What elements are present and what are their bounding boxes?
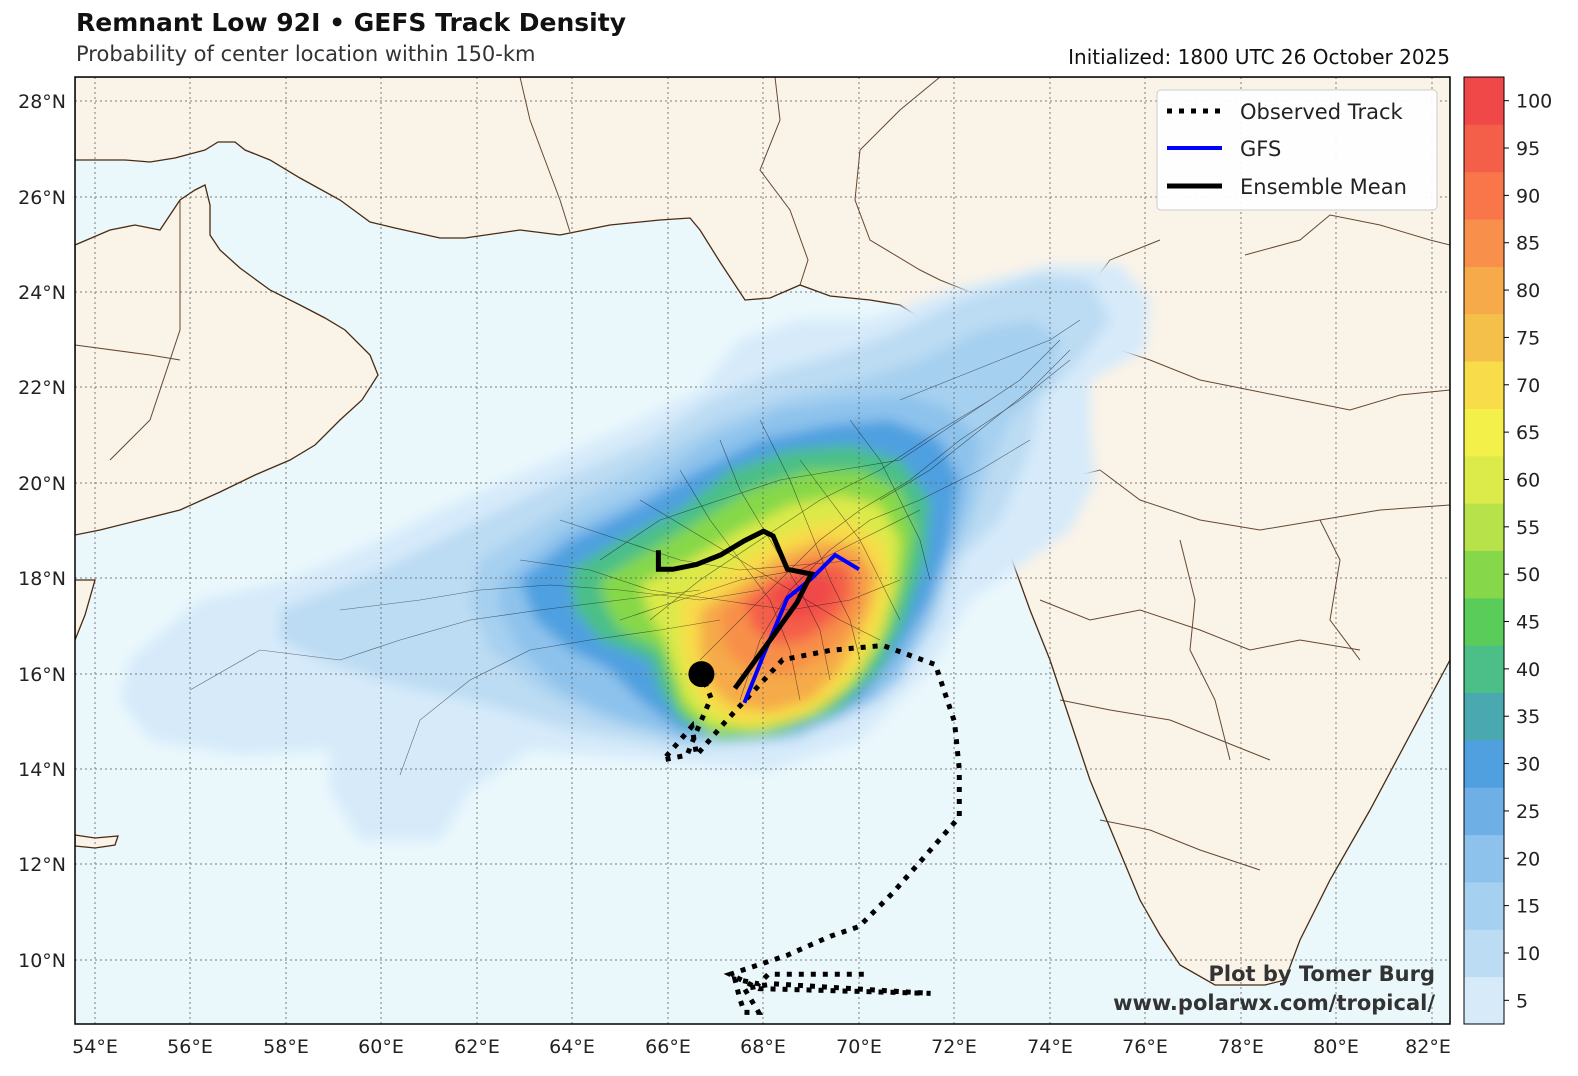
colorbar-segment — [1464, 408, 1504, 457]
observed-track-line — [656, 642, 962, 1015]
lat-tick: 26°N — [18, 187, 66, 209]
initialized-label: Initialized: 1800 UTC 26 October 2025 — [1068, 45, 1450, 69]
lat-tick-labels: 10°N 12°N 14°N 16°N 18°N 20°N 22°N 24°N … — [18, 91, 66, 972]
colorbar-tick-label: 15 — [1516, 896, 1540, 918]
lat-tick: 16°N — [18, 664, 66, 686]
land-africa-horn — [75, 579, 96, 641]
lon-tick: 74°E — [1027, 1036, 1073, 1058]
lon-tick: 64°E — [549, 1036, 595, 1058]
lat-tick: 28°N — [18, 91, 66, 113]
credit-url: www.polarwx.com/tropical/ — [1113, 991, 1435, 1015]
lon-tick: 54°E — [72, 1036, 118, 1058]
colorbar-segment — [1464, 692, 1504, 741]
lon-tick: 56°E — [167, 1036, 213, 1058]
colorbar-segment — [1464, 361, 1504, 409]
genesis-point-marker — [688, 661, 715, 688]
colorbar-tick-label: 95 — [1516, 138, 1540, 160]
lat-tick: 14°N — [18, 759, 66, 781]
lon-tick: 78°E — [1218, 1036, 1264, 1058]
lat-tick: 22°N — [18, 377, 66, 399]
lon-tick: 58°E — [263, 1036, 309, 1058]
legend-observed-label: Observed Track — [1240, 100, 1403, 124]
colorbar-segment — [1464, 787, 1504, 836]
colorbar-tick-label: 100 — [1516, 91, 1552, 113]
colorbar-tick-label: 60 — [1516, 469, 1540, 491]
lat-tick: 20°N — [18, 473, 66, 495]
gfs-track-line — [742, 552, 861, 704]
colorbar-segment — [1464, 313, 1504, 362]
lon-tick: 80°E — [1313, 1036, 1359, 1058]
colorbar-segment — [1464, 77, 1504, 125]
colorbar-segment — [1464, 645, 1504, 694]
colorbar-tick-label: 35 — [1516, 706, 1540, 728]
lon-tick-labels: 54°E 56°E 58°E 60°E 62°E 64°E 66°E 68°E … — [72, 1036, 1451, 1058]
lon-tick: 72°E — [931, 1036, 977, 1058]
colorbar-segment — [1464, 929, 1504, 978]
colorbar-tick-label: 10 — [1516, 943, 1540, 965]
chart-subtitle: Probability of center location within 15… — [76, 42, 536, 66]
colorbar-tick-label: 65 — [1516, 422, 1540, 444]
colorbar-tick-label: 40 — [1516, 659, 1540, 681]
colorbar-segment — [1464, 976, 1504, 1025]
lon-tick: 70°E — [836, 1036, 882, 1058]
colorbar-segment — [1464, 881, 1504, 930]
credit-author: Plot by Tomer Burg — [1209, 962, 1436, 986]
colorbar-segment — [1464, 503, 1504, 551]
colorbar-tick-label: 45 — [1516, 612, 1540, 634]
colorbar-tick-label: 90 — [1516, 185, 1540, 207]
legend-mean-label: Ensemble Mean — [1240, 175, 1407, 199]
colorbar-segment — [1464, 550, 1504, 599]
colorbar-segment — [1464, 171, 1504, 220]
lat-tick: 12°N — [18, 854, 66, 876]
lon-tick: 66°E — [645, 1036, 691, 1058]
colorbar-segment — [1464, 455, 1504, 504]
map-area — [75, 77, 1450, 1024]
colorbar-segment — [1464, 597, 1504, 646]
chart-title: Remnant Low 92I • GEFS Track Density — [76, 8, 626, 37]
lat-tick: 10°N — [18, 950, 66, 972]
lon-tick: 68°E — [740, 1036, 786, 1058]
colorbar-segment — [1464, 124, 1504, 173]
colorbar-tick-label: 55 — [1516, 517, 1540, 539]
colorbar-segment — [1464, 834, 1504, 883]
colorbar-tick-label: 70 — [1516, 375, 1540, 397]
colorbar-tick-label: 75 — [1516, 327, 1540, 349]
colorbar-tick-label: 50 — [1516, 564, 1540, 586]
lon-tick: 60°E — [358, 1036, 404, 1058]
colorbar-tick-label: 85 — [1516, 233, 1540, 255]
colorbar-tick-label: 5 — [1516, 990, 1528, 1012]
colorbar-frame — [1463, 76, 1505, 1025]
colorbar: 5 10 15 20 25 30 35 40 45 50 55 60 65 70 75 80 85 90 95 100 — [1463, 76, 1552, 1025]
legend-box — [1156, 89, 1438, 211]
colorbar-tick-label: 20 — [1516, 848, 1540, 870]
lon-tick: 62°E — [454, 1036, 500, 1058]
lon-tick: 82°E — [1405, 1036, 1451, 1058]
colorbar-segment — [1464, 739, 1504, 788]
colorbar-tick-label: 25 — [1516, 801, 1540, 823]
colorbar-tick-label: 30 — [1516, 754, 1540, 776]
map-frame — [74, 76, 1451, 1025]
colorbar-segment — [1464, 266, 1504, 315]
legend: Observed Track GFS Ensemble Mean — [1156, 89, 1438, 211]
lat-tick: 18°N — [18, 568, 66, 590]
ensemble-mean-track-line — [655, 528, 816, 690]
lat-tick: 24°N — [18, 282, 66, 304]
colorbar-tick-label: 80 — [1516, 280, 1540, 302]
lon-tick: 76°E — [1122, 1036, 1168, 1058]
land-arabia — [75, 184, 379, 536]
colorbar-segment — [1464, 219, 1504, 267]
legend-gfs-label: GFS — [1240, 137, 1281, 161]
